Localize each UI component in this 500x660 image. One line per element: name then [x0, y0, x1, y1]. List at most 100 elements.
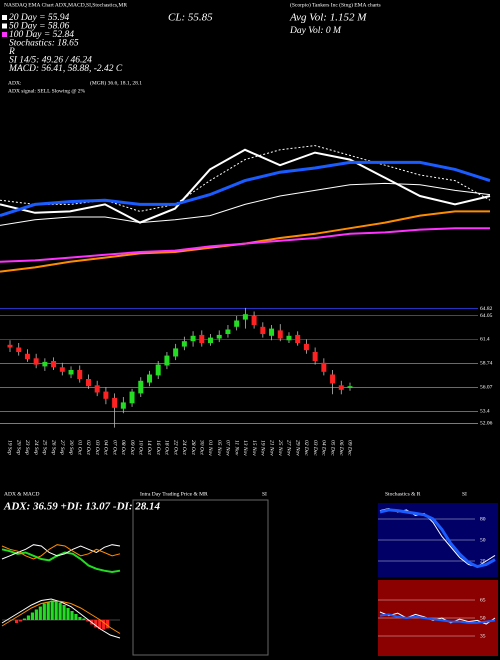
x-tick-label: 27 Sep: [59, 440, 65, 455]
candle-body: [190, 335, 196, 342]
series-line: [1, 600, 121, 634]
x-tick-label: 20 Sep: [15, 440, 21, 455]
x-tick-label: 04 Dec: [321, 440, 328, 456]
candle-body: [164, 355, 170, 366]
macd-bar: [106, 620, 110, 629]
legend-swatch: [2, 32, 7, 37]
close: CL: 55.85: [168, 12, 213, 24]
candle-body: [338, 385, 344, 390]
series-line: [1, 598, 121, 639]
macd-bar: [58, 602, 62, 620]
x-tick-label: 29 Nov: [294, 440, 300, 456]
x-tick-label: 10 Oct: [138, 440, 144, 455]
series-line: [379, 508, 496, 569]
header-line: Stochastics: 18.65: [9, 39, 79, 49]
candle-body: [85, 379, 91, 387]
x-tick-label: 24 Sep: [33, 440, 40, 455]
x-tick-label: 03 Oct: [94, 440, 100, 455]
y-tick-label: 80: [480, 516, 486, 522]
header-line: R: [8, 47, 15, 57]
y-tick-label: 65: [480, 597, 486, 603]
x-tick-label: 01 Oct: [76, 440, 82, 455]
candle-body: [77, 370, 83, 379]
candle-body: [59, 367, 65, 372]
macd-bar: [86, 620, 90, 622]
candle-body: [295, 334, 301, 343]
x-tick-label: 30 Sep: [68, 439, 74, 455]
macd-bar: [22, 618, 27, 620]
x-tick-label: 15 Nov: [251, 440, 257, 456]
series-line: [0, 148, 491, 224]
x-tick-label: 02 Dec: [303, 440, 309, 456]
macd-bar: [102, 620, 106, 630]
panel-title: Stochastics & R: [385, 491, 421, 497]
x-tick-label: 19 Sep: [7, 440, 13, 455]
candle-body: [120, 402, 126, 409]
macd-bar: [66, 608, 70, 620]
macd-bar: [50, 600, 54, 620]
macd-bar: [78, 617, 82, 620]
candle-body: [216, 334, 222, 339]
panel-title: SI: [262, 491, 267, 497]
candle-body: [129, 391, 135, 404]
x-tick-label: 21 Nov: [268, 440, 274, 456]
macd-bar: [18, 620, 23, 622]
title: (Scorpio) Tankers Inc (Stng) EMA charts: [290, 1, 381, 8]
candle-body: [7, 344, 13, 348]
candle-body: [16, 347, 22, 352]
y-tick-label: 64.82: [480, 306, 493, 312]
x-tick-label: 07 Nov: [225, 440, 231, 456]
x-tick-label: 30 Oct: [199, 439, 205, 455]
y-tick-label: 56.07: [480, 385, 493, 391]
candle-body: [146, 374, 152, 383]
x-tick-label: 23 Sep: [24, 440, 30, 455]
candle-body: [303, 343, 309, 351]
panel-title: Intra Day Trading Price & MR: [140, 491, 208, 497]
candle-body: [42, 361, 48, 367]
x-tick-label: 14 Oct: [146, 440, 153, 455]
x-tick-label: 25 Nov: [277, 440, 283, 456]
candle-body: [312, 352, 318, 361]
adx-values: (MGR) 36.6, 18.1, 28.1: [90, 79, 142, 86]
header-line: 100 Day = 52.84: [9, 30, 74, 40]
adx-label: ADX:: [8, 80, 22, 86]
y-tick-label: 50: [480, 615, 486, 621]
candle-body: [208, 337, 214, 343]
series-line: [0, 160, 491, 218]
x-tick-label: 13 Nov: [242, 440, 248, 456]
candle-body: [155, 364, 161, 376]
x-tick-label: 09 Dec: [347, 440, 353, 456]
candle-body: [347, 386, 353, 388]
candle-body: [103, 391, 109, 399]
x-tick-label: 05 Nov: [216, 440, 222, 456]
y-tick-label: 50: [480, 537, 486, 543]
y-tick-label: 52.06: [480, 421, 493, 427]
x-tick-label: 01 Nov: [207, 440, 213, 456]
series-line: [0, 145, 491, 212]
macd-bar: [26, 615, 31, 620]
macd-bar: [94, 620, 98, 628]
x-tick-label: 24 Oct: [181, 440, 188, 455]
x-tick-label: 18 Oct: [164, 440, 170, 455]
macd-bar: [42, 603, 46, 620]
candle-body: [173, 348, 179, 357]
candle-body: [234, 320, 240, 327]
avg-vol: Avg Vol: 1.152 M: [289, 12, 367, 24]
macd-bar: [98, 620, 102, 629]
candle-body: [138, 380, 144, 394]
header-line: MACD: 56.41, 58.88, -2.42 C: [8, 64, 123, 74]
candle-body: [277, 330, 283, 339]
y-tick-label: 20: [480, 558, 486, 564]
x-tick-label: 26 Sep: [50, 440, 56, 455]
candle-body: [330, 374, 336, 384]
macd-bar: [74, 614, 78, 620]
panel-title: ADX & MACD: [4, 491, 39, 497]
candle-body: [225, 329, 231, 334]
header-line: SI 14/5: 49.26 / 46.24: [9, 56, 92, 66]
series-line: [379, 613, 496, 624]
macd-bar: [46, 602, 50, 620]
candle-body: [51, 361, 57, 368]
y-tick-label: 53.4: [480, 409, 490, 415]
header-line: 20 Day = 55.94: [9, 13, 69, 23]
intraday-box: [132, 499, 269, 656]
